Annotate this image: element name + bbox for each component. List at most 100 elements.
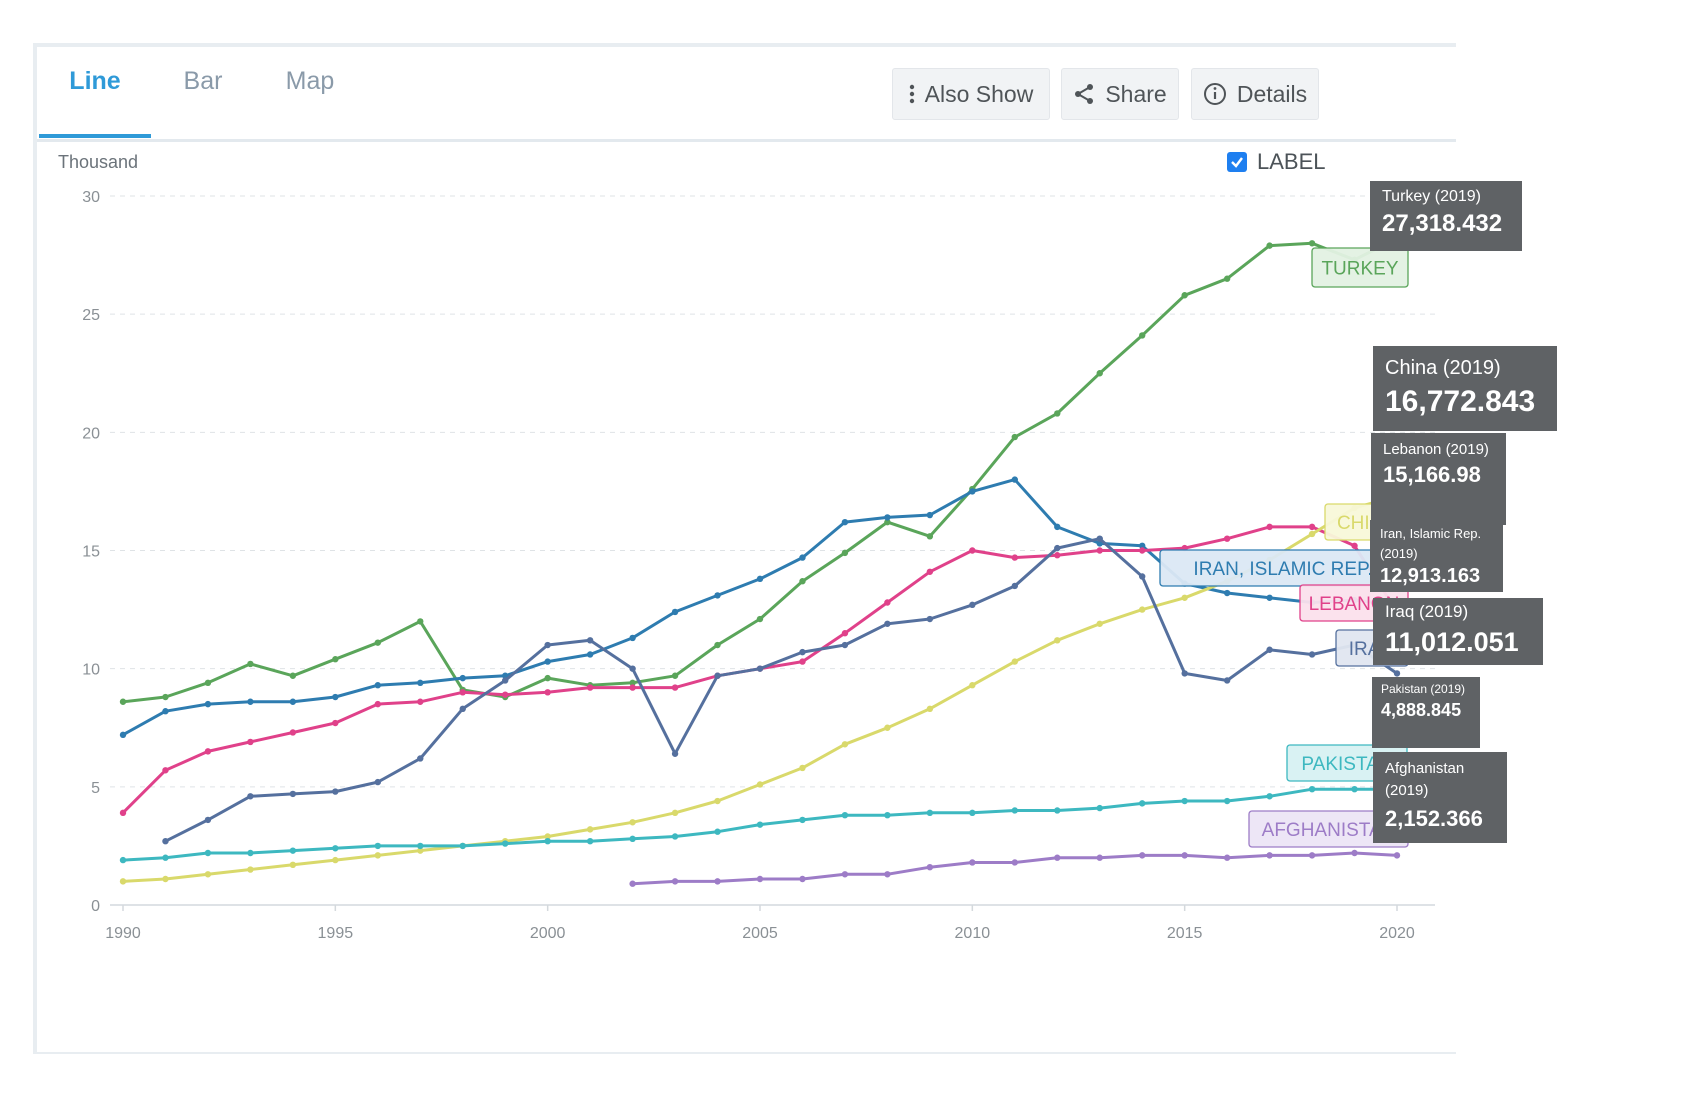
series-label-afghanistan: AFGHANISTAN bbox=[1262, 820, 1396, 841]
point-iraq-2004 bbox=[714, 672, 721, 679]
point-turkey-1995 bbox=[332, 656, 339, 663]
point-afghanistan-2013 bbox=[1096, 854, 1103, 861]
point-iran-islamic-rep-2007 bbox=[841, 518, 849, 526]
point-turkey-2014 bbox=[1139, 332, 1146, 339]
point-turkey-2006 bbox=[799, 578, 806, 585]
point-iraq-2010 bbox=[969, 601, 976, 609]
point-turkey-2005 bbox=[756, 615, 764, 623]
tooltip-lebanon-name: Lebanon (2019) bbox=[1383, 441, 1489, 458]
point-turkey-1992 bbox=[204, 679, 212, 687]
series-line-turkey bbox=[122, 237, 1398, 704]
series-label-box-turkey bbox=[1311, 247, 1409, 288]
point-lebanon-1995 bbox=[332, 719, 339, 727]
tooltip-iraq: Iraq (2019) 11,012.051 bbox=[1373, 598, 1543, 665]
point-lebanon-2007 bbox=[841, 630, 849, 637]
line-chart: Thousand 0 5 10 15 20 25 30 1990 1995 2000 2005 2010… bbox=[58, 152, 1435, 942]
point-afghanistan-2019 bbox=[1351, 849, 1358, 857]
share-button[interactable]: Share bbox=[1061, 68, 1179, 120]
point-afghanistan-2016 bbox=[1223, 854, 1231, 861]
point-china-2001 bbox=[586, 826, 594, 833]
chart-panel: Line Bar Map Also Show Share Details bbox=[33, 43, 1456, 1054]
unit-label: Thousand bbox=[58, 152, 138, 172]
point-afghanistan-2006 bbox=[799, 875, 806, 883]
point-iran-islamic-rep-2008 bbox=[884, 514, 891, 521]
also-show-button[interactable]: Also Show bbox=[892, 68, 1050, 120]
details-label: Details bbox=[1236, 80, 1308, 107]
point-pakistan-2017 bbox=[1266, 793, 1273, 800]
label-toggle[interactable]: LABEL bbox=[1227, 149, 1326, 175]
point-iran-islamic-rep-2000 bbox=[544, 658, 551, 665]
point-iran-islamic-rep-2009 bbox=[926, 511, 934, 519]
point-china-2009 bbox=[926, 705, 934, 713]
point-iran-islamic-rep-2017 bbox=[1266, 594, 1273, 601]
point-turkey-2016 bbox=[1223, 275, 1231, 282]
point-china-2004 bbox=[714, 797, 721, 805]
point-turkey-1996 bbox=[374, 639, 381, 646]
point-afghanistan-2004 bbox=[714, 878, 721, 885]
point-pakistan-1996 bbox=[374, 842, 381, 850]
point-afghanistan-2009 bbox=[926, 863, 934, 871]
point-turkey-2008 bbox=[884, 518, 891, 526]
point-pakistan-2014 bbox=[1139, 800, 1146, 807]
point-turkey-2013 bbox=[1096, 370, 1103, 377]
point-pakistan-2001 bbox=[586, 837, 594, 845]
x-tick-label-1990: 1990 bbox=[105, 925, 141, 942]
tooltip-iran-value: 12,913.163 bbox=[1380, 565, 1481, 588]
point-lebanon-1992 bbox=[204, 748, 212, 755]
point-pakistan-2003 bbox=[671, 833, 679, 840]
label-checkbox[interactable] bbox=[1227, 152, 1247, 172]
point-lebanon-2009 bbox=[926, 568, 934, 575]
point-iraq-1992 bbox=[204, 816, 212, 824]
tab-line[interactable]: Line bbox=[39, 67, 151, 138]
tab-bar[interactable]: Bar bbox=[183, 67, 223, 95]
info-icon bbox=[1203, 83, 1226, 105]
point-pakistan-2012 bbox=[1054, 807, 1061, 814]
share-icon bbox=[1075, 84, 1094, 104]
point-iraq-2007 bbox=[841, 641, 849, 649]
point-iran-islamic-rep-2012 bbox=[1054, 523, 1061, 531]
point-pakistan-2002 bbox=[629, 835, 636, 843]
point-afghanistan-2011 bbox=[1011, 859, 1018, 866]
point-china-1990 bbox=[119, 878, 127, 885]
point-pakistan-1991 bbox=[162, 854, 169, 861]
tooltip-afghanistan: Afghanistan (2019) 2,152.366 bbox=[1373, 752, 1507, 843]
point-lebanon-2010 bbox=[969, 547, 976, 554]
details-button[interactable]: Details bbox=[1191, 68, 1319, 120]
point-iran-islamic-rep-2003 bbox=[671, 608, 679, 616]
point-lebanon-2006 bbox=[799, 658, 806, 665]
point-lebanon-1997 bbox=[417, 698, 424, 705]
y-tick-label-25: 25 bbox=[82, 307, 100, 324]
point-iraq-1999 bbox=[502, 677, 509, 684]
point-china-2014 bbox=[1139, 606, 1146, 613]
y-tick-label-5: 5 bbox=[91, 780, 100, 797]
point-iraq-2012 bbox=[1054, 544, 1061, 552]
tab-map[interactable]: Map bbox=[285, 67, 335, 95]
point-lebanon-2014 bbox=[1139, 547, 1146, 554]
tooltip-afghanistan-value: 2,152.366 bbox=[1385, 805, 1483, 831]
point-pakistan-2013 bbox=[1096, 804, 1103, 812]
point-turkey-2018 bbox=[1308, 240, 1316, 247]
point-iran-islamic-rep-1993 bbox=[247, 698, 254, 705]
point-lebanon-1990 bbox=[119, 809, 127, 817]
y-tick-label-10: 10 bbox=[82, 662, 100, 679]
point-china-2007 bbox=[841, 741, 849, 748]
point-iran-islamic-rep-1998 bbox=[459, 674, 466, 682]
point-pakistan-2006 bbox=[799, 816, 806, 824]
point-turkey-1993 bbox=[247, 660, 254, 668]
point-pakistan-1990 bbox=[119, 856, 127, 864]
point-pakistan-2016 bbox=[1223, 797, 1231, 805]
point-turkey-1997 bbox=[417, 618, 424, 625]
point-iran-islamic-rep-2011 bbox=[1011, 476, 1018, 483]
point-iran-islamic-rep-2014 bbox=[1139, 542, 1146, 549]
point-iraq-1996 bbox=[374, 778, 381, 786]
point-afghanistan-2014 bbox=[1139, 852, 1146, 859]
point-china-1993 bbox=[247, 866, 254, 873]
point-iraq-2000 bbox=[544, 641, 551, 649]
series-label-turkey: TURKEY bbox=[1321, 259, 1398, 280]
point-china-2013 bbox=[1096, 620, 1103, 627]
point-iran-islamic-rep-1995 bbox=[332, 693, 339, 701]
point-iraq-2018 bbox=[1308, 651, 1316, 658]
point-china-2003 bbox=[671, 809, 679, 817]
point-pakistan-2000 bbox=[544, 837, 551, 845]
x-tick-label-2000: 2000 bbox=[530, 925, 566, 942]
